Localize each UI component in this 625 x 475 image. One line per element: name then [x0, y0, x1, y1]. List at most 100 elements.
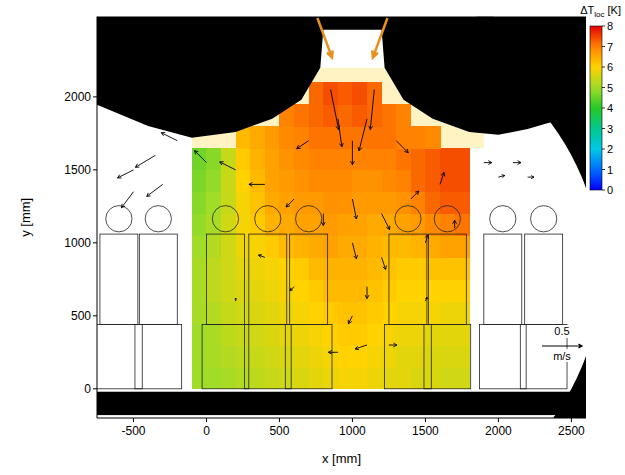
torso [100, 234, 138, 325]
heatmap-cell [455, 236, 470, 258]
velocity-vector [195, 151, 207, 163]
velocity-vector [358, 119, 367, 151]
heatmap-cell [338, 345, 353, 368]
chart: -500050010001500200025000500100015002000… [0, 0, 625, 475]
heatmap-cell [323, 170, 338, 193]
heatmap-cell [323, 192, 338, 215]
y-tick [93, 96, 97, 97]
torso [484, 234, 522, 325]
heatmap-cell [309, 345, 324, 368]
heatmap-cell [192, 192, 207, 215]
heatmap-cell [192, 367, 207, 390]
heatmap-cell [411, 279, 426, 302]
heatmap-cell [440, 192, 455, 215]
y-tick [93, 242, 97, 243]
heatmap-cell [338, 214, 353, 237]
velocity-vector [425, 235, 429, 243]
y-tick-label: 2000 [64, 90, 91, 104]
heatmap-cell [279, 148, 294, 171]
heatmap-cell [455, 214, 470, 237]
heatmap-cell [352, 170, 367, 193]
heatmap-cell [352, 345, 367, 368]
velocity-vector [352, 243, 357, 259]
heatmap-cell [425, 301, 440, 324]
head [490, 206, 516, 232]
heatmap-cell [221, 301, 236, 324]
head [106, 206, 132, 232]
heatmap-cell [425, 323, 440, 346]
heatmap-cell [440, 323, 455, 346]
heatmap-cell [440, 345, 455, 368]
heatmap-cell [396, 126, 411, 149]
velocity-vector [235, 298, 237, 301]
colorbar-tick-label: 3 [607, 123, 613, 135]
heatmap-cell [323, 82, 338, 105]
colorbar-tick-label: 4 [607, 102, 613, 114]
seat [424, 325, 471, 389]
heatmap-cell [309, 82, 324, 105]
heatmap-cell [309, 236, 324, 258]
heatmap-cell [323, 236, 338, 258]
head [212, 206, 238, 232]
heatmap-cell [440, 257, 455, 280]
heatmap-cell [309, 257, 324, 280]
heatmap-cell [192, 170, 207, 193]
heatmap-cell [425, 148, 440, 171]
passenger [135, 206, 182, 389]
heatmap-cell [323, 214, 338, 237]
reference-vector [542, 344, 582, 348]
colorbar-title-symbol: ΔT [580, 4, 594, 16]
heatmap-cell [294, 257, 309, 280]
heatmap-cell [352, 104, 367, 127]
heatmap-cell [265, 214, 280, 237]
velocity-vector [220, 162, 236, 170]
heatmap-cell [382, 345, 397, 368]
heatmap-cell [323, 279, 338, 302]
heatmap-cell [250, 214, 265, 237]
x-axis-title: x [mm] [322, 451, 361, 466]
heatmap-cell [411, 148, 426, 171]
heatmap-cell [192, 236, 207, 258]
heatmap-cell [279, 214, 294, 237]
fuselage-wall-group [477, 17, 586, 418]
heatmap-cell [309, 170, 324, 193]
heatmap-cell [250, 301, 265, 324]
y-tick [93, 388, 97, 389]
heatmap-cell [250, 367, 265, 390]
heatmap-cell [338, 323, 353, 346]
heatmap-cell [265, 367, 280, 390]
seat [97, 325, 142, 389]
heatmap-cell [411, 170, 426, 193]
velocity-vector [338, 119, 343, 147]
heatmap-cell [250, 170, 265, 193]
torso [139, 234, 177, 325]
velocity-vector [286, 199, 294, 207]
velocity-vector [528, 176, 534, 179]
heatmap-cell [382, 367, 397, 390]
seat [135, 325, 182, 389]
velocity-vector [249, 183, 265, 187]
heatmap-cell [411, 257, 426, 280]
heatmap-cell [294, 104, 309, 127]
heatmap-cell [221, 323, 236, 346]
heatmap-cell [323, 345, 338, 368]
heatmap-cell [338, 257, 353, 280]
inlet-arrow [317, 18, 332, 57]
heatmap-cell [411, 301, 426, 324]
heatmap-cell [206, 236, 221, 258]
heatmap-cell [192, 279, 207, 302]
head [395, 206, 421, 232]
velocity-vector [484, 161, 492, 165]
heatmap-cell [396, 367, 411, 390]
heatmap-cell [367, 148, 382, 171]
heatmap-cell [279, 345, 294, 368]
plot-area [97, 17, 586, 418]
x-tick [571, 418, 572, 422]
heatmap-cell [455, 345, 470, 368]
colorbar-tick-label: 6 [607, 61, 613, 73]
heatmap-cell [192, 345, 207, 368]
heatmap-cell [338, 236, 353, 258]
velocity-vector [321, 214, 325, 226]
heatmap-cell [265, 323, 280, 346]
head [531, 206, 557, 232]
